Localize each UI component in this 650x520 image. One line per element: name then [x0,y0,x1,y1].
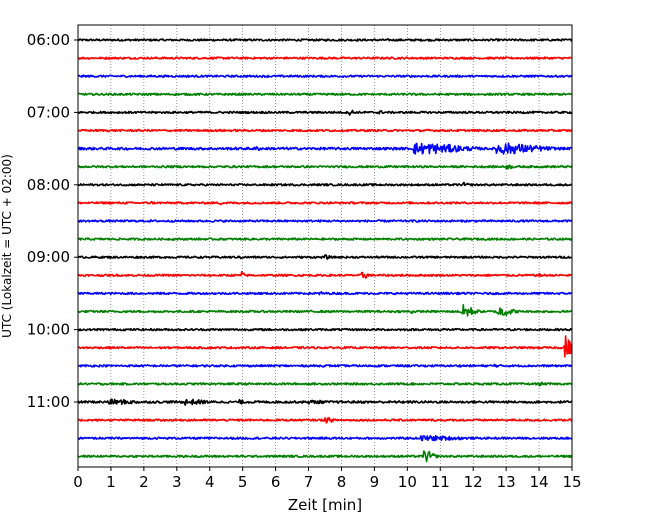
trace-line [77,435,573,442]
y-tick-label: 07:00 [27,103,70,121]
y-axis-label: UTC (Lokalzeit = UTC + 02:00) [0,154,14,338]
x-tick-label: 6 [271,473,281,491]
x-tick-label: 11 [431,473,450,491]
x-tick-label: 8 [337,473,347,491]
trace-line [77,164,573,170]
trace-line [77,254,573,260]
y-tick-label: 08:00 [27,176,70,194]
x-axis: 0 1 2 3 4 5 6 7 8 9 10 11 12 13 14 15 [73,467,582,491]
trace-line [77,56,573,60]
trace-line [77,38,573,42]
trace-line [77,291,573,296]
trace-line [77,219,573,223]
y-tick-label: 11:00 [27,393,70,411]
x-tick-label: 4 [205,473,215,491]
x-tick-label: 10 [398,473,417,491]
x-tick-label: 14 [530,473,549,491]
y-tick-label: 09:00 [27,248,70,266]
x-tick-label: 12 [464,473,483,491]
x-tick-label: 7 [304,473,314,491]
x-tick-label: 13 [497,473,516,491]
x-tick-label: 0 [73,473,83,491]
trace-line [77,128,573,133]
y-tick-label: 10:00 [27,321,70,339]
trace-line [77,398,573,406]
x-tick-label: 9 [370,473,380,491]
trace-line [77,271,573,279]
trace-line [77,181,573,187]
trace-line [77,109,573,116]
trace-line [77,363,573,368]
trace-line [77,327,573,332]
x-tick-label: 2 [139,473,149,491]
trace-line [77,304,573,317]
trace-line [77,200,573,206]
trace-layer [77,38,573,463]
trace-line [77,74,573,78]
plot-frame [77,24,573,468]
trace-line [77,381,573,387]
x-axis-label: Zeit [min] [288,496,362,514]
trace-line [77,450,573,463]
y-axis: 06:00 07:00 08:00 09:00 10:00 11:00 [27,31,78,411]
y-tick-label: 06:00 [27,31,70,49]
trace-line [77,92,573,97]
x-tick-label: 15 [562,473,581,491]
x-tick-label: 1 [106,473,116,491]
trace-line [77,237,573,241]
trace-line [77,416,573,424]
trace-line [77,335,573,358]
x-tick-label: 5 [238,473,248,491]
trace-line [77,142,573,155]
x-tick-label: 3 [172,473,182,491]
